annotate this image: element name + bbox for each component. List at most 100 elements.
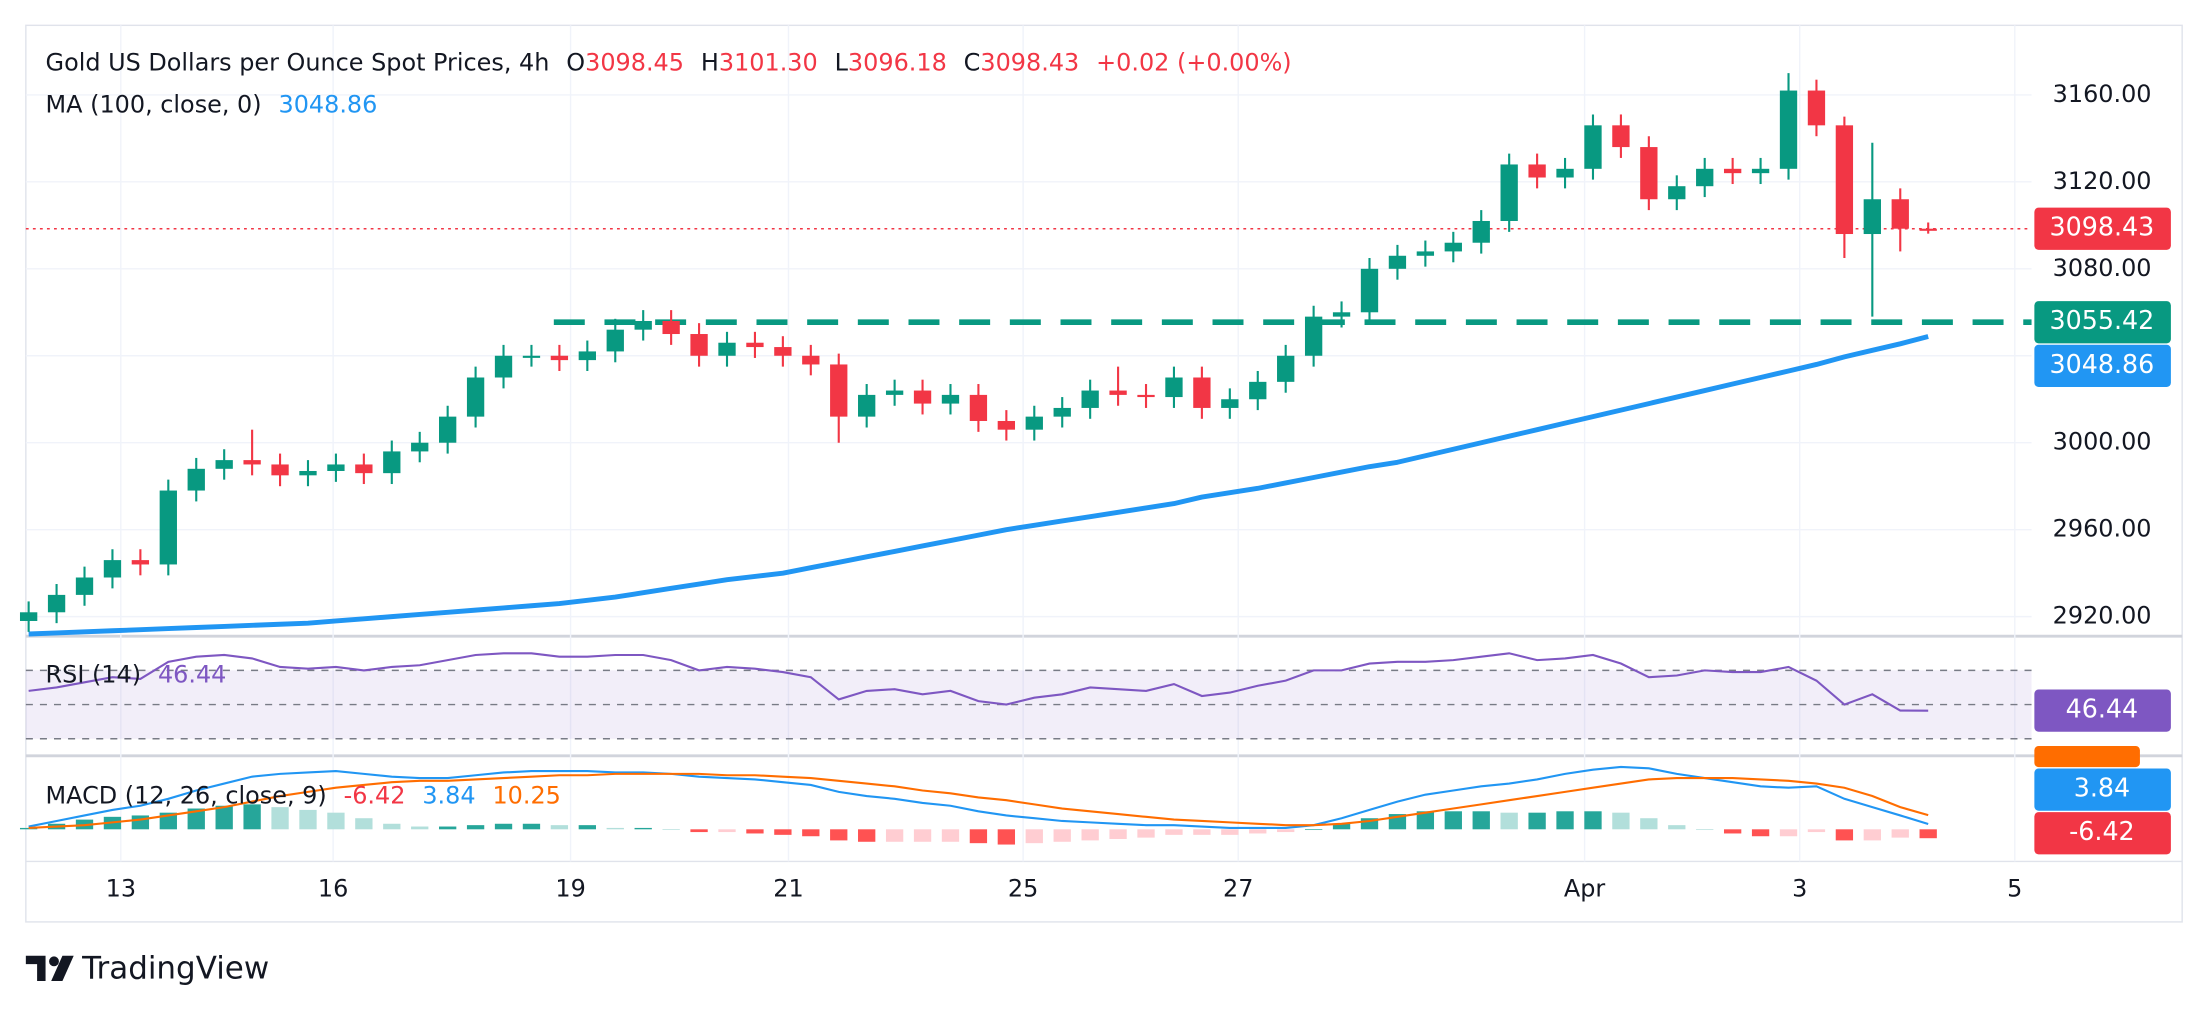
candle-body — [997, 420, 1016, 430]
histogram-bar — [802, 829, 820, 837]
candle-body — [1472, 220, 1490, 243]
histogram-bar — [1472, 811, 1490, 830]
x-tick-label: Apr — [1564, 875, 1606, 903]
histogram-bar — [1751, 829, 1770, 837]
histogram-bar — [830, 829, 848, 841]
y-tick-label: 3120.00 — [2053, 167, 2152, 195]
candle-body — [271, 464, 289, 476]
candle-body — [75, 577, 94, 595]
ma-name: MA (100, close, 0) — [46, 91, 262, 119]
candle-body — [1723, 168, 1742, 174]
histogram-bar — [1723, 829, 1742, 834]
histogram-bar — [271, 807, 289, 830]
macd-name: MACD (12, 26, close, 9) — [46, 782, 327, 810]
candle-body — [1249, 381, 1267, 400]
histogram-bar — [327, 812, 345, 830]
histogram-bar — [1640, 818, 1658, 830]
histogram-bar — [690, 829, 708, 833]
macd-legend: MACD (12, 26, close, 9) -6.42 3.84 10.25 — [46, 782, 561, 810]
y-tick-label: 3000.00 — [2053, 428, 2152, 456]
histogram-bar — [1360, 818, 1379, 830]
candle-body — [1081, 390, 1099, 408]
ohlc-value: 3098.43 — [980, 48, 1079, 76]
candle-body — [1221, 399, 1239, 408]
candle-body — [1137, 394, 1155, 398]
histogram-bar — [634, 827, 652, 830]
labels: Gold US Dollars per Ounce Spot Prices, 4… — [46, 48, 2171, 903]
last-price-tag — [2034, 207, 2171, 250]
candle-body — [1863, 199, 1881, 235]
y-tick-label: 3080.00 — [2053, 254, 2152, 282]
ohlc-value: 3101.30 — [719, 48, 818, 76]
candle-body — [1304, 316, 1323, 356]
ohlc-label: L — [835, 48, 849, 76]
candle-body — [1416, 251, 1435, 256]
y-tick-label: 2920.00 — [2053, 602, 2152, 630]
x-tick-label: 13 — [106, 875, 136, 903]
histogram-bar — [1081, 829, 1099, 841]
histogram-bar — [913, 829, 932, 842]
candle-body — [1612, 125, 1630, 148]
histogram-bar — [438, 826, 457, 830]
histogram-bar — [606, 827, 624, 830]
candle-body — [885, 390, 904, 395]
logo-mark — [51, 955, 74, 982]
rsi-value: 46.44 — [158, 661, 226, 689]
candle-body — [1556, 168, 1574, 178]
last-price-tag-label: 3098.43 — [2050, 212, 2155, 242]
rsi-line — [28, 652, 1929, 712]
histogram-bar — [718, 829, 736, 833]
histogram-bar — [746, 829, 764, 834]
candle-body — [1444, 242, 1462, 252]
rsi-legend: RSI (14) 46.44 — [46, 661, 227, 689]
candle-body — [802, 355, 820, 365]
histogram-bar — [662, 829, 680, 831]
macd-tag-label: 3.84 — [2074, 773, 2130, 803]
candle-body — [47, 594, 66, 613]
candle-body — [215, 460, 233, 469]
histogram-bar — [1277, 829, 1295, 833]
candle-body — [662, 320, 680, 335]
candle-body — [1053, 407, 1071, 417]
ma-value: 3048.86 — [278, 91, 377, 119]
candle-body — [383, 451, 401, 474]
candle-body — [19, 612, 38, 621]
histogram-bar — [1304, 829, 1323, 831]
histogram-bar — [466, 825, 485, 830]
signal-line — [28, 772, 1929, 829]
y-tick-label: 3160.00 — [2053, 80, 2152, 108]
histogram-tag — [2034, 812, 2171, 855]
histogram-bar — [19, 827, 38, 830]
histogram-bar — [1584, 811, 1602, 830]
x-tick-label: 27 — [1223, 875, 1253, 903]
candle-body — [634, 320, 652, 330]
candle-body — [1528, 164, 1546, 178]
change: +0.02 (+0.00%) — [1096, 48, 1292, 76]
chart-frame — [25, 24, 2183, 923]
histogram-bar — [858, 829, 876, 842]
histogram-bar — [1444, 811, 1462, 830]
histogram-bar — [215, 805, 233, 830]
candle-body — [1751, 168, 1770, 174]
candle-body — [858, 394, 876, 417]
histogram-bar — [1025, 829, 1043, 844]
candle-body — [1332, 312, 1351, 317]
histogram-bar — [1919, 829, 1937, 839]
candle-body — [103, 560, 122, 578]
histogram-bar — [941, 829, 960, 842]
histogram-bar — [1249, 829, 1267, 834]
ohlc-value: 3096.18 — [848, 48, 947, 76]
histogram-bar — [355, 818, 373, 830]
candle-body — [243, 460, 261, 465]
candle-body — [1835, 125, 1854, 235]
candle-body — [969, 394, 988, 421]
signal-tag — [2034, 745, 2140, 768]
level-tag-label: 3055.42 — [2050, 305, 2155, 335]
candle-body — [606, 329, 624, 352]
histogram-bar — [1332, 823, 1351, 830]
candle-body — [1500, 164, 1518, 221]
histogram-bar — [383, 823, 401, 830]
ma-tag — [2034, 344, 2171, 387]
histogram-bar — [299, 809, 317, 830]
